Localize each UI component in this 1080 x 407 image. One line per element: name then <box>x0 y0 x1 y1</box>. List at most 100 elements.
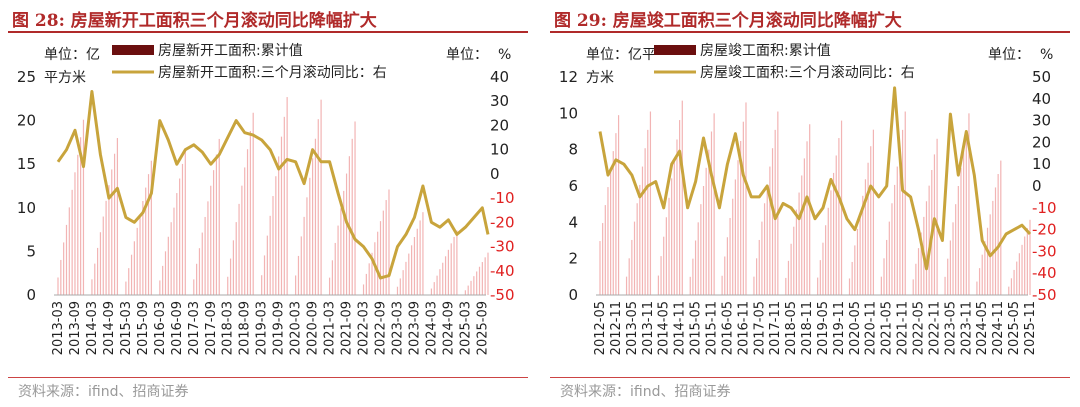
bar <box>99 232 102 295</box>
bar <box>312 158 314 295</box>
x-tick-label: 2023-03 <box>391 301 406 355</box>
bar <box>827 207 829 295</box>
bar <box>368 263 370 295</box>
bar <box>713 113 715 295</box>
bar <box>105 200 107 295</box>
bar <box>113 153 116 295</box>
bar <box>795 209 798 295</box>
bar <box>633 221 636 295</box>
bar <box>218 138 220 295</box>
bar <box>1024 236 1026 295</box>
bar <box>379 221 382 295</box>
x-tick-label: 2024-05 <box>975 301 990 355</box>
bar <box>196 263 198 295</box>
bar <box>835 155 837 295</box>
bar <box>809 124 811 295</box>
x-tick-label: 2012-05 <box>593 301 608 355</box>
x-tick-label: 2017-11 <box>768 301 783 355</box>
left-tick-label: 4 <box>568 213 578 231</box>
bar <box>210 185 212 295</box>
bar <box>198 248 201 295</box>
bar <box>724 256 726 295</box>
bar <box>960 167 962 295</box>
x-tick-label: 2016-09 <box>170 301 185 355</box>
bar <box>74 172 76 295</box>
bar <box>150 160 152 295</box>
bar <box>700 204 702 295</box>
bar <box>955 204 957 295</box>
x-tick-label: 2024-09 <box>441 301 456 355</box>
right-tick-label: 20 <box>490 116 509 134</box>
bar <box>447 249 449 295</box>
bar <box>981 254 983 295</box>
bar <box>116 138 119 295</box>
right-tick-label: -30 <box>490 238 515 256</box>
left-unit-label: 单位：亿 <box>44 47 100 63</box>
left-tick-label: 10 <box>559 104 578 122</box>
x-tick-label: 2013-11 <box>641 301 656 355</box>
bar <box>671 178 673 295</box>
legend-label: 房屋新开工面积:三个月滚动同比：右 <box>158 64 387 81</box>
bar <box>886 239 888 295</box>
bar <box>82 119 85 295</box>
x-tick-label: 2023-09 <box>407 301 422 355</box>
bar <box>306 197 308 295</box>
bar <box>997 174 999 295</box>
bar <box>91 279 93 295</box>
bar <box>604 205 606 295</box>
bar <box>416 228 418 295</box>
left-tick-label: 6 <box>568 177 578 195</box>
right-tick-label: 30 <box>1032 112 1051 130</box>
x-tick-label: 2018-03 <box>221 301 236 355</box>
bar <box>617 115 620 296</box>
bar <box>963 149 965 295</box>
bar <box>679 120 681 296</box>
bar <box>888 221 890 295</box>
bar <box>992 200 994 295</box>
bar <box>481 262 483 295</box>
bar <box>615 133 617 295</box>
x-tick-label: 2012-11 <box>609 301 624 355</box>
right-unit-label: 单位： <box>446 47 488 63</box>
x-tick-label: 2018-11 <box>800 301 815 355</box>
bar <box>193 279 195 295</box>
x-tick-label: 2021-03 <box>323 301 338 355</box>
bar <box>63 242 65 295</box>
bar <box>660 256 662 295</box>
bar <box>261 275 263 295</box>
right-unit-label: % <box>498 47 511 63</box>
bar <box>249 130 251 295</box>
right-tick-label: 40 <box>1032 90 1051 108</box>
x-tick-label: 2014-11 <box>673 301 688 355</box>
bar <box>476 271 478 295</box>
right-tick-label: 0 <box>490 165 500 183</box>
series-line <box>56 90 490 280</box>
x-tick-label: 2025-03 <box>458 301 473 355</box>
bar <box>602 223 604 295</box>
left-unit-label: 单位：亿平 <box>586 47 656 63</box>
bar <box>766 184 768 295</box>
bar <box>904 111 906 296</box>
bar <box>872 129 874 295</box>
bar <box>896 166 898 295</box>
bar <box>1016 261 1018 295</box>
bar <box>433 282 435 295</box>
legend-label: 房屋新开工面积:累计值 <box>158 43 303 59</box>
bar <box>599 241 601 295</box>
x-tick-label: 2020-03 <box>289 301 304 355</box>
x-tick-label: 2022-11 <box>927 301 942 355</box>
chart-panel-new-starts: 图 28: 房屋新开工面积三个月滚动同比降幅扩大 单位：亿 平方米 单位：% 房屋新开… <box>8 0 528 407</box>
bar <box>947 258 949 295</box>
bar <box>665 217 667 295</box>
bar <box>925 201 928 295</box>
bar <box>334 242 336 295</box>
bar <box>1029 219 1031 295</box>
bar <box>676 139 678 295</box>
left-tick-label: 2 <box>568 250 578 268</box>
bar <box>830 190 832 295</box>
legend-swatch-bar <box>654 45 696 55</box>
bar <box>365 273 367 295</box>
bar <box>142 200 144 295</box>
bar <box>894 184 896 295</box>
